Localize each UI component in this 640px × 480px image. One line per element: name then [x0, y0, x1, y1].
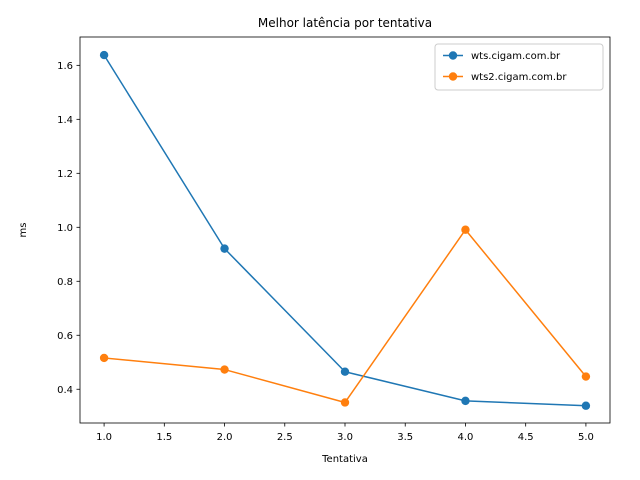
- data-point: [581, 401, 591, 410]
- x-tick-label: 2.0: [217, 432, 233, 443]
- x-tick-label: 3.5: [397, 432, 413, 443]
- data-point: [461, 225, 470, 234]
- data-point: [99, 353, 109, 363]
- data-point: [99, 50, 109, 60]
- x-tick-label: 4.5: [518, 432, 534, 443]
- x-tick-label: 2.5: [277, 432, 293, 443]
- x-tick-label: 5.0: [578, 432, 594, 443]
- legend-box: [434, 43, 604, 91]
- legend-marker: [448, 51, 458, 60]
- x-tick-label: 1.0: [96, 432, 112, 443]
- legend: wts.cigam.com.br wts2.cigam.com.br: [434, 43, 604, 91]
- data-point: [220, 244, 229, 253]
- y-tick-label: 0.8: [57, 277, 73, 288]
- axes-frame: [79, 36, 611, 424]
- plot-area: 1.0 1.5 2.0 2.5 3.0 3.5 4.0 4.5 5.0 0.4 0.6 0.8 1.0 1…: [57, 36, 611, 443]
- y-tick-label: 1.0: [57, 223, 73, 234]
- chart-title: Melhor latência por tentativa: [258, 16, 432, 30]
- data-point: [581, 372, 591, 381]
- x-tick-label: 1.5: [156, 432, 172, 443]
- y-axis-label: ms: [18, 223, 29, 238]
- x-axis-label: Tentativa: [321, 454, 368, 465]
- legend-label: wts2.cigam.com.br: [471, 72, 567, 83]
- x-tick-label: 4.0: [458, 432, 474, 443]
- x-tick-label: 3.0: [337, 432, 353, 443]
- data-point: [461, 396, 470, 406]
- y-tick-label: 0.6: [57, 331, 73, 342]
- data-point: [340, 398, 350, 407]
- y-tick-label: 1.6: [57, 61, 73, 72]
- y-tick-label: 1.4: [57, 115, 73, 126]
- y-tick-label: 0.4: [57, 385, 73, 396]
- data-point: [220, 365, 229, 374]
- legend-label: wts.cigam.com.br: [471, 51, 561, 62]
- legend-marker: [448, 72, 458, 81]
- data-point: [340, 367, 350, 376]
- y-tick-label: 1.2: [57, 169, 73, 180]
